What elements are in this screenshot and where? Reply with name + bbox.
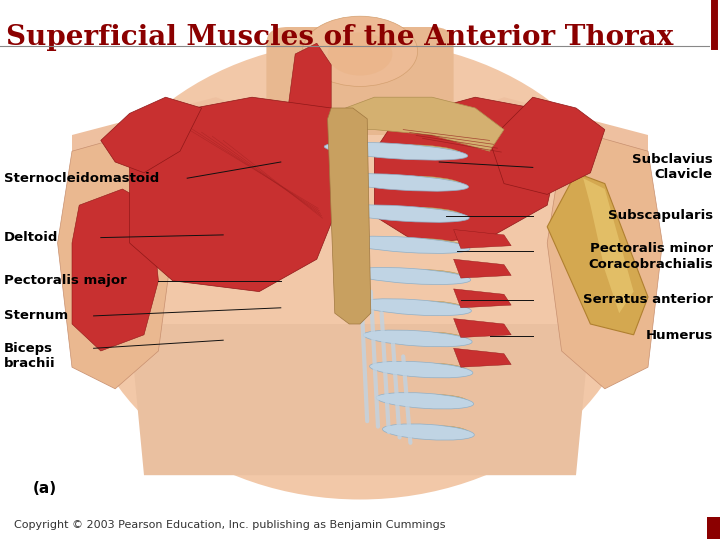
Ellipse shape xyxy=(369,361,473,378)
Polygon shape xyxy=(58,135,173,389)
Text: Sternocleidomastoid: Sternocleidomastoid xyxy=(4,172,159,185)
Polygon shape xyxy=(490,97,605,194)
Ellipse shape xyxy=(420,395,469,407)
Ellipse shape xyxy=(302,16,418,86)
Polygon shape xyxy=(583,178,634,313)
Text: Biceps
brachii: Biceps brachii xyxy=(4,342,55,370)
Polygon shape xyxy=(130,324,590,475)
Polygon shape xyxy=(454,259,511,278)
Ellipse shape xyxy=(330,174,469,191)
Ellipse shape xyxy=(397,207,463,220)
Polygon shape xyxy=(454,348,511,367)
Ellipse shape xyxy=(416,363,468,376)
Ellipse shape xyxy=(337,205,469,222)
Text: Copyright © 2003 Pearson Education, Inc. publishing as Benjamin Cummings: Copyright © 2003 Pearson Education, Inc.… xyxy=(14,520,446,530)
Ellipse shape xyxy=(413,332,467,345)
Ellipse shape xyxy=(350,267,471,285)
Ellipse shape xyxy=(400,239,464,251)
Polygon shape xyxy=(72,97,274,189)
Polygon shape xyxy=(454,289,511,308)
Ellipse shape xyxy=(393,176,462,189)
Ellipse shape xyxy=(343,236,470,253)
Ellipse shape xyxy=(382,424,474,440)
Text: Sternum: Sternum xyxy=(4,309,68,322)
Polygon shape xyxy=(446,97,648,189)
Polygon shape xyxy=(288,43,331,119)
Ellipse shape xyxy=(324,143,468,160)
FancyBboxPatch shape xyxy=(707,517,720,539)
Polygon shape xyxy=(547,135,662,389)
Polygon shape xyxy=(310,43,331,119)
Ellipse shape xyxy=(79,40,641,500)
Text: Pectoralis minor
Coracobrachialis: Pectoralis minor Coracobrachialis xyxy=(588,242,713,271)
Ellipse shape xyxy=(424,426,469,438)
Ellipse shape xyxy=(328,32,392,76)
Text: Humerus: Humerus xyxy=(645,329,713,342)
Polygon shape xyxy=(130,97,346,292)
Text: Deltoid: Deltoid xyxy=(4,231,58,244)
Polygon shape xyxy=(454,319,511,338)
Ellipse shape xyxy=(363,330,472,347)
Ellipse shape xyxy=(356,299,472,315)
Ellipse shape xyxy=(376,393,474,409)
Ellipse shape xyxy=(389,145,461,158)
Polygon shape xyxy=(72,189,158,351)
Ellipse shape xyxy=(408,301,466,313)
Polygon shape xyxy=(101,97,202,173)
Polygon shape xyxy=(346,97,504,151)
Ellipse shape xyxy=(405,270,464,282)
Polygon shape xyxy=(374,97,562,243)
Polygon shape xyxy=(454,230,511,248)
Text: (a): (a) xyxy=(32,481,57,496)
Text: Pectoralis major: Pectoralis major xyxy=(4,274,126,287)
Text: Superficial Muscles of the Anterior Thorax: Superficial Muscles of the Anterior Thor… xyxy=(6,24,673,51)
Text: Subscapularis: Subscapularis xyxy=(608,210,713,222)
Polygon shape xyxy=(328,108,371,324)
Polygon shape xyxy=(547,173,648,335)
Text: Serratus anterior: Serratus anterior xyxy=(583,293,713,306)
Text: Subclavius
Clavicle: Subclavius Clavicle xyxy=(632,153,713,181)
FancyBboxPatch shape xyxy=(266,27,454,135)
